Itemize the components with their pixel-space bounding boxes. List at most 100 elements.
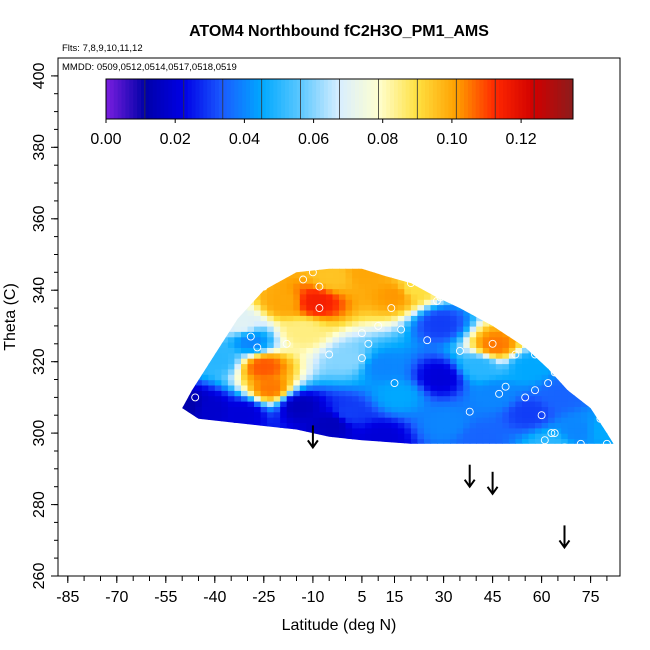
field-cell bbox=[600, 390, 608, 397]
field-cell bbox=[332, 299, 340, 306]
field-cell bbox=[469, 401, 477, 407]
field-cell bbox=[469, 411, 477, 418]
field-cell bbox=[391, 379, 399, 386]
field-cell bbox=[600, 342, 608, 348]
field-cell bbox=[391, 268, 399, 273]
field-cell bbox=[372, 449, 379, 455]
field-cell bbox=[522, 390, 530, 397]
field-cell bbox=[567, 268, 575, 273]
field-cell bbox=[437, 438, 445, 444]
field-cell bbox=[535, 272, 543, 279]
field-cell bbox=[567, 347, 575, 354]
field-cell bbox=[541, 358, 549, 365]
field-cell bbox=[574, 268, 582, 273]
field-cell bbox=[352, 422, 360, 429]
field-cell bbox=[515, 427, 523, 434]
field-cell bbox=[352, 363, 360, 370]
field-cell bbox=[509, 262, 516, 268]
field-cell bbox=[182, 406, 190, 413]
field-cell bbox=[293, 406, 301, 413]
field-cell bbox=[332, 374, 340, 381]
field-cell bbox=[580, 299, 588, 306]
field-cell bbox=[600, 256, 607, 262]
colorbar-swatch bbox=[113, 79, 119, 119]
field-cell bbox=[201, 299, 209, 306]
field-cell bbox=[234, 336, 242, 343]
field-cell bbox=[273, 368, 281, 375]
field-cell bbox=[528, 309, 536, 316]
field-cell bbox=[574, 272, 582, 279]
field-cell bbox=[267, 352, 275, 359]
sample-point bbox=[364, 339, 373, 348]
field-cell bbox=[574, 406, 582, 413]
field-cell bbox=[339, 417, 347, 423]
field-cell bbox=[371, 304, 379, 311]
field-cell bbox=[312, 358, 320, 365]
field-cell bbox=[299, 331, 307, 338]
colorbar-swatch bbox=[518, 79, 523, 119]
field-cell bbox=[319, 368, 327, 375]
field-cell bbox=[378, 417, 386, 423]
y-tick-label: 320 bbox=[31, 348, 48, 375]
field-cell bbox=[567, 320, 575, 327]
field-cell bbox=[528, 325, 536, 332]
field-cell bbox=[195, 309, 203, 316]
field-cell bbox=[241, 309, 249, 316]
field-cell bbox=[254, 395, 262, 402]
field-cell bbox=[535, 358, 543, 365]
field-cell bbox=[214, 315, 222, 322]
colorbar-swatch bbox=[405, 79, 411, 119]
field-cell bbox=[195, 299, 203, 306]
field-cell bbox=[528, 374, 536, 381]
field-cell bbox=[574, 293, 582, 300]
field-cell bbox=[371, 288, 379, 295]
field-cell bbox=[600, 304, 608, 311]
field-cell bbox=[280, 304, 288, 311]
field-cell bbox=[528, 288, 536, 295]
field-cell bbox=[267, 277, 275, 284]
field-cell bbox=[273, 438, 281, 444]
field-cell bbox=[397, 363, 405, 370]
field-cell bbox=[234, 293, 242, 300]
field-cell bbox=[561, 262, 568, 268]
field-cell bbox=[325, 411, 333, 418]
colorbar-swatch bbox=[117, 79, 123, 119]
y-tick-label: 280 bbox=[31, 491, 48, 518]
field-cell bbox=[476, 320, 484, 327]
field-cell bbox=[469, 325, 477, 332]
field-cell bbox=[234, 449, 241, 455]
field-cell bbox=[522, 288, 530, 295]
colorbar-swatch bbox=[483, 79, 488, 119]
field-cell bbox=[450, 277, 458, 284]
field-cell bbox=[502, 304, 510, 311]
field-cell bbox=[358, 336, 366, 343]
field-cell bbox=[378, 390, 386, 397]
field-cell bbox=[515, 268, 523, 273]
field-cell bbox=[280, 379, 288, 386]
field-cell bbox=[227, 401, 235, 407]
field-cell bbox=[410, 379, 418, 386]
field-cell bbox=[554, 320, 562, 327]
field-cell bbox=[189, 444, 196, 450]
field-cell bbox=[417, 304, 425, 311]
field-cell bbox=[495, 406, 503, 413]
field-cell bbox=[581, 449, 588, 455]
field-cell bbox=[267, 417, 275, 423]
field-cell bbox=[561, 406, 569, 413]
field-cell bbox=[476, 444, 483, 450]
field-cell bbox=[606, 288, 614, 295]
field-cell bbox=[345, 277, 353, 284]
sample-point bbox=[374, 321, 383, 330]
field-cell bbox=[489, 262, 496, 268]
field-cell bbox=[548, 395, 556, 402]
field-cell bbox=[476, 256, 483, 262]
field-cell bbox=[580, 384, 588, 391]
down-arrow-icon bbox=[558, 525, 571, 550]
field-cell bbox=[319, 347, 327, 354]
field-cell bbox=[502, 422, 510, 429]
colorbar-swatch bbox=[339, 79, 344, 119]
field-cell bbox=[293, 358, 301, 365]
field-cell bbox=[227, 268, 235, 273]
field-cell bbox=[410, 401, 418, 407]
field-cell bbox=[208, 406, 216, 413]
